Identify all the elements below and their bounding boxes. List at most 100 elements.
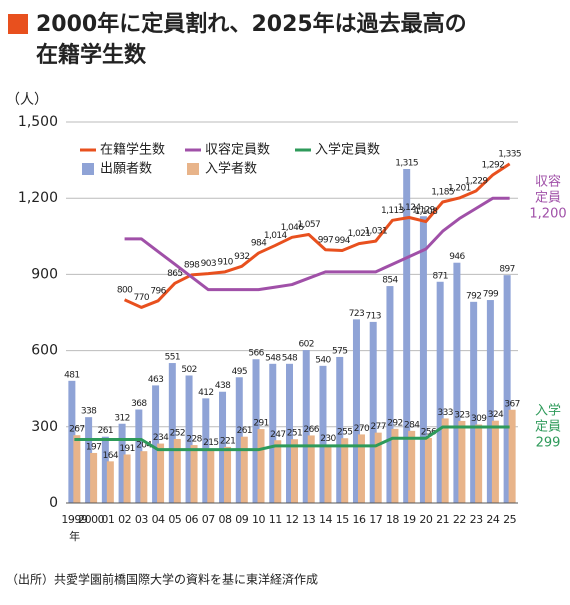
bar bbox=[491, 420, 499, 503]
data-label: 412 bbox=[198, 388, 213, 398]
bar bbox=[403, 168, 411, 504]
data-label: 204 bbox=[136, 441, 152, 451]
x-tick-label: 14 bbox=[319, 513, 332, 526]
data-label: 164 bbox=[103, 451, 119, 461]
bar bbox=[453, 262, 461, 503]
bar bbox=[185, 375, 193, 503]
x-tick-label: 24 bbox=[486, 513, 499, 526]
data-label: 191 bbox=[119, 444, 134, 454]
data-label: 1,057 bbox=[297, 220, 320, 230]
bar bbox=[508, 409, 516, 503]
data-label: 292 bbox=[387, 418, 402, 428]
data-label: 1,229 bbox=[465, 176, 489, 186]
data-label: 502 bbox=[181, 365, 196, 375]
bar bbox=[374, 432, 382, 503]
x-tick-label: 07 bbox=[202, 513, 215, 526]
bar bbox=[458, 420, 466, 503]
bar bbox=[85, 417, 93, 503]
x-tick-label: 02 bbox=[118, 513, 131, 526]
bar bbox=[90, 452, 98, 503]
data-label: 324 bbox=[488, 410, 504, 420]
data-label: 1,315 bbox=[395, 158, 418, 168]
data-label: 1,124 bbox=[398, 203, 422, 213]
data-label: 946 bbox=[449, 252, 465, 262]
x-unit: 年 bbox=[69, 529, 80, 543]
data-label: 463 bbox=[148, 375, 163, 385]
data-label: 551 bbox=[165, 353, 180, 363]
data-label: 1,113 bbox=[381, 206, 404, 216]
y-tick-label: 0 bbox=[49, 495, 58, 511]
data-label: 994 bbox=[335, 236, 351, 246]
bar bbox=[68, 380, 76, 503]
chart-title: 2000年に定員割れ、2025年は過去最高の bbox=[36, 11, 467, 37]
data-label: 1,021 bbox=[348, 229, 371, 239]
bar bbox=[224, 446, 232, 503]
data-label: 247 bbox=[270, 430, 285, 440]
legend-label: 入学者数 bbox=[205, 161, 257, 177]
x-tick-label: 06 bbox=[185, 513, 198, 526]
x-tick-label: 25 bbox=[503, 513, 516, 526]
bar bbox=[357, 434, 365, 503]
data-label: 984 bbox=[251, 239, 267, 249]
bar bbox=[257, 429, 265, 503]
bar bbox=[369, 321, 377, 503]
data-label: 481 bbox=[64, 370, 79, 380]
legend-label: 在籍学生数 bbox=[100, 142, 165, 158]
bar bbox=[123, 454, 131, 503]
data-label: 323 bbox=[454, 410, 469, 420]
bar bbox=[118, 423, 126, 503]
data-label: 312 bbox=[114, 413, 129, 423]
bar bbox=[235, 377, 243, 503]
x-tick-label: 05 bbox=[168, 513, 181, 526]
data-label: 197 bbox=[86, 442, 101, 452]
data-label: 871 bbox=[432, 271, 447, 281]
y-tick-label: 1,500 bbox=[18, 114, 58, 130]
x-tick-label: 22 bbox=[453, 513, 466, 526]
data-label: 602 bbox=[299, 340, 314, 350]
data-label: 252 bbox=[170, 428, 185, 438]
data-label: 796 bbox=[150, 286, 166, 296]
data-label: 251 bbox=[287, 429, 302, 439]
data-label: 800 bbox=[117, 285, 133, 295]
bar bbox=[240, 436, 248, 503]
legend-swatch bbox=[82, 163, 94, 175]
data-label: 770 bbox=[134, 293, 150, 303]
x-tick-label: 17 bbox=[369, 513, 382, 526]
end-label: 入学 bbox=[535, 403, 561, 419]
x-tick-label: 13 bbox=[302, 513, 315, 526]
bar bbox=[307, 435, 315, 503]
data-label: 230 bbox=[320, 434, 336, 444]
x-tick-label: 16 bbox=[352, 513, 365, 526]
bar bbox=[436, 281, 444, 503]
x-tick-label: 12 bbox=[286, 513, 299, 526]
data-label: 221 bbox=[220, 436, 235, 446]
bar bbox=[503, 275, 511, 503]
end-label: 定員 bbox=[535, 191, 561, 206]
bar bbox=[324, 444, 332, 503]
data-label: 1,335 bbox=[498, 149, 521, 159]
bar bbox=[341, 438, 349, 503]
bar bbox=[252, 359, 260, 503]
legend-label: 出願者数 bbox=[100, 162, 152, 177]
source: （出所）共愛学園前橋国際大学の資料を基に東洋経済作成 bbox=[6, 572, 318, 587]
bar bbox=[391, 428, 399, 503]
data-label: 261 bbox=[237, 426, 252, 436]
data-label: 215 bbox=[203, 438, 218, 448]
data-label: 566 bbox=[248, 349, 264, 359]
x-tick-label: 21 bbox=[436, 513, 449, 526]
data-label: 309 bbox=[471, 414, 487, 424]
data-label: 1,201 bbox=[448, 183, 471, 193]
x-tick-label: 11 bbox=[269, 513, 282, 526]
data-label: 910 bbox=[217, 257, 233, 267]
data-label: 284 bbox=[404, 420, 420, 430]
x-tick-label: 2000 bbox=[78, 513, 104, 526]
bar bbox=[219, 391, 227, 503]
bar bbox=[419, 216, 427, 503]
data-label: 266 bbox=[304, 425, 320, 435]
data-label: 799 bbox=[483, 290, 499, 300]
line bbox=[74, 425, 510, 452]
data-label: 548 bbox=[265, 353, 281, 363]
bar bbox=[475, 424, 483, 503]
data-label: 368 bbox=[131, 399, 147, 409]
bar bbox=[286, 363, 293, 503]
